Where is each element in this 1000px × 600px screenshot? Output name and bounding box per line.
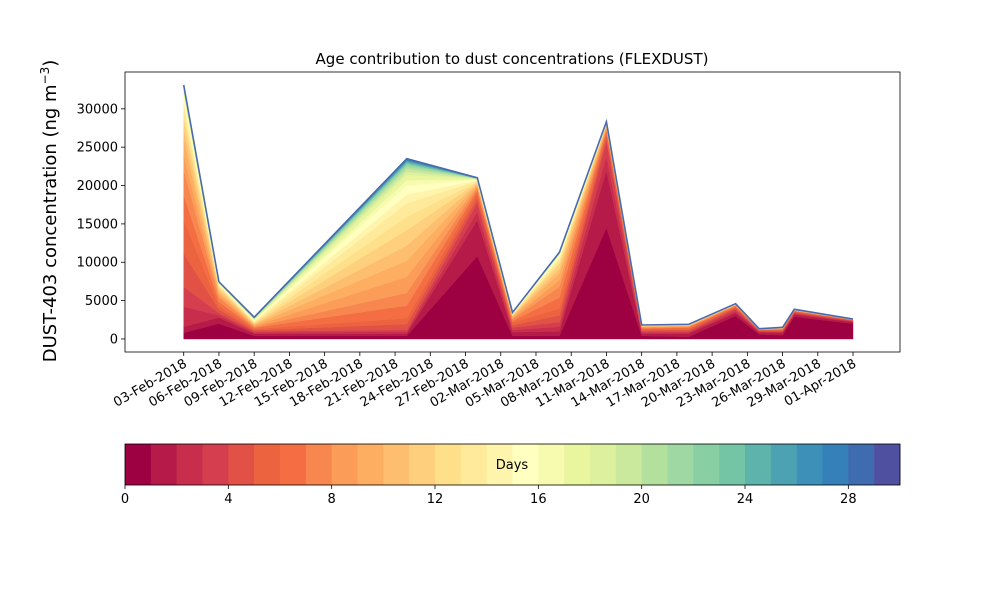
colorbar-ticks: 0 4 8 12 16 20 24 28	[121, 485, 857, 507]
colorbar-segment-day-23	[719, 444, 746, 485]
y-tick-label: 0	[110, 332, 118, 347]
colorbar-segment-day-7	[305, 444, 332, 485]
colorbar-segment-day-15	[512, 444, 539, 485]
colorbar-segment-day-8	[331, 444, 358, 485]
total-concentration-line	[182, 84, 854, 330]
colorbar-tick-label: 4	[224, 492, 232, 507]
y-axis-label-sup: −3	[38, 67, 52, 85]
colorbar-segment-day-2	[176, 444, 203, 485]
colorbar-segment-day-22	[693, 444, 720, 485]
colorbar-segment-day-21	[667, 444, 694, 485]
colorbar-tick-label: 8	[328, 492, 336, 507]
chart-title: Age contribution to dust concentrations …	[316, 50, 709, 68]
y-tick-label: 20000	[77, 179, 118, 194]
y-tick-label: 15000	[77, 217, 118, 232]
colorbar-segment-day-14	[486, 444, 513, 485]
colorbar-segment-day-29	[874, 444, 901, 485]
colorbar-segment-day-11	[409, 444, 436, 485]
colorbar-segment-day-19	[615, 444, 642, 485]
plot-areas	[182, 84, 854, 340]
colorbar-segment-day-12	[435, 444, 462, 485]
x-axis-ticks: 03-Feb-201806-Feb-201809-Feb-201812-Feb-…	[111, 352, 859, 411]
colorbar-tick-label: 24	[737, 492, 754, 507]
colorbar-segment-day-9	[357, 444, 384, 485]
colorbar-segment-day-27	[822, 444, 849, 485]
y-tick-label: 10000	[77, 256, 118, 271]
colorbar-segment-day-24	[745, 444, 772, 485]
y-axis-label: DUST-403 concentration (ng m−3)	[38, 60, 61, 363]
y-tick-label: 5000	[85, 294, 118, 309]
y-tick-label: 30000	[77, 102, 118, 117]
colorbar-tick-label: 20	[633, 492, 650, 507]
colorbar-segment-day-26	[796, 444, 823, 485]
colorbar-segment-day-18	[590, 444, 617, 485]
y-tick-label: 25000	[77, 141, 118, 156]
plot-border	[124, 71, 901, 353]
y-axis-label-main: DUST-403 concentration (ng m	[40, 84, 61, 362]
colorbar-segment-day-10	[383, 444, 410, 485]
colorbar-segments	[124, 443, 901, 486]
colorbar-segment-day-28	[848, 444, 875, 485]
colorbar-segment-day-0	[125, 444, 152, 485]
colorbar: Days 0 4 8 12 16 20 24 28	[121, 443, 901, 507]
colorbar-tick-label: 0	[121, 492, 129, 507]
colorbar-segment-day-5	[254, 444, 281, 485]
colorbar-segment-day-4	[228, 444, 255, 485]
colorbar-tick-label: 28	[840, 492, 857, 507]
colorbar-tick-label: 12	[427, 492, 444, 507]
area-band-day-16	[183, 93, 854, 330]
colorbar-border	[124, 443, 901, 486]
y-axis-label-tail: )	[40, 60, 61, 67]
colorbar-segment-day-6	[280, 444, 307, 485]
plot-frame	[124, 71, 901, 353]
colorbar-tick-label: 16	[530, 492, 547, 507]
colorbar-segment-day-16	[538, 444, 565, 485]
colorbar-segment-day-20	[641, 444, 668, 485]
colorbar-segment-day-25	[770, 444, 797, 485]
colorbar-segment-day-1	[150, 444, 177, 485]
colorbar-label: Days	[496, 458, 529, 473]
colorbar-segment-day-3	[202, 444, 229, 485]
colorbar-segment-day-13	[460, 444, 487, 485]
y-axis-ticks: 0 5000 10000 15000 20000 25000 30000	[77, 102, 125, 347]
colorbar-segment-day-17	[564, 444, 591, 485]
